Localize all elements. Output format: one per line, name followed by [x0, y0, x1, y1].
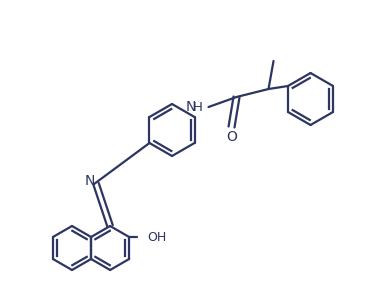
Text: OH: OH [147, 231, 166, 243]
Text: H: H [193, 100, 202, 114]
Text: N: N [185, 100, 196, 114]
Text: N: N [85, 174, 95, 188]
Text: O: O [226, 130, 237, 144]
